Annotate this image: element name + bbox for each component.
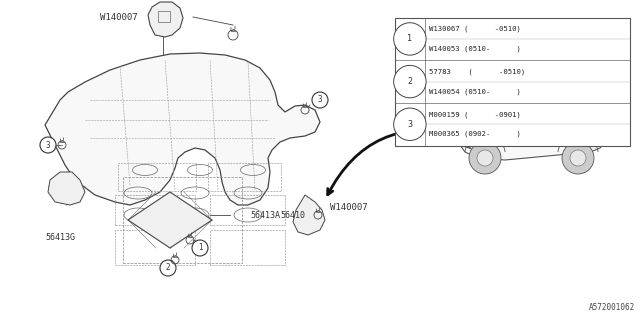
Bar xyxy=(123,177,242,263)
Circle shape xyxy=(570,150,586,166)
Polygon shape xyxy=(293,195,325,235)
Circle shape xyxy=(394,108,426,140)
Polygon shape xyxy=(460,90,490,150)
Text: 3: 3 xyxy=(317,95,323,105)
Text: 3: 3 xyxy=(45,140,51,149)
Text: W140053 (0510-      ): W140053 (0510- ) xyxy=(429,45,521,52)
Polygon shape xyxy=(460,75,612,160)
Polygon shape xyxy=(540,83,590,98)
Text: W130067 (      -0510): W130067 ( -0510) xyxy=(429,26,521,32)
Circle shape xyxy=(469,142,501,174)
Text: 57783    (      -0510): 57783 ( -0510) xyxy=(429,68,525,75)
Circle shape xyxy=(40,137,56,153)
Text: 3: 3 xyxy=(408,120,412,129)
Bar xyxy=(115,230,195,265)
Text: W140007: W140007 xyxy=(100,12,138,21)
Text: 56410: 56410 xyxy=(280,211,305,220)
Circle shape xyxy=(192,240,208,256)
Bar xyxy=(208,163,281,191)
Circle shape xyxy=(160,260,176,276)
Text: W140007: W140007 xyxy=(330,204,367,212)
Polygon shape xyxy=(495,75,590,90)
Text: 1: 1 xyxy=(198,244,202,252)
Text: 56413A: 56413A xyxy=(250,211,280,220)
Bar xyxy=(395,18,630,146)
Polygon shape xyxy=(588,82,612,152)
Polygon shape xyxy=(48,172,85,205)
Text: 2: 2 xyxy=(408,77,412,86)
Polygon shape xyxy=(45,53,320,205)
Bar xyxy=(210,230,285,265)
Text: 1: 1 xyxy=(408,35,412,44)
Polygon shape xyxy=(460,128,474,148)
Polygon shape xyxy=(498,86,515,102)
Text: 56413G: 56413G xyxy=(45,233,75,242)
Bar xyxy=(210,195,285,225)
Circle shape xyxy=(477,150,493,166)
Polygon shape xyxy=(148,2,183,37)
Circle shape xyxy=(562,142,594,174)
Circle shape xyxy=(394,23,426,55)
Bar xyxy=(115,195,195,225)
Text: W140054 (0510-      ): W140054 (0510- ) xyxy=(429,88,521,95)
Text: A572001062: A572001062 xyxy=(589,303,635,312)
Polygon shape xyxy=(128,192,212,248)
Circle shape xyxy=(394,65,426,98)
Circle shape xyxy=(312,92,328,108)
Text: M000365 (0902-      ): M000365 (0902- ) xyxy=(429,131,521,137)
Bar xyxy=(118,163,196,191)
Text: M000159 (      -0901): M000159 ( -0901) xyxy=(429,111,521,118)
Text: 2: 2 xyxy=(166,263,170,273)
Polygon shape xyxy=(485,80,498,100)
